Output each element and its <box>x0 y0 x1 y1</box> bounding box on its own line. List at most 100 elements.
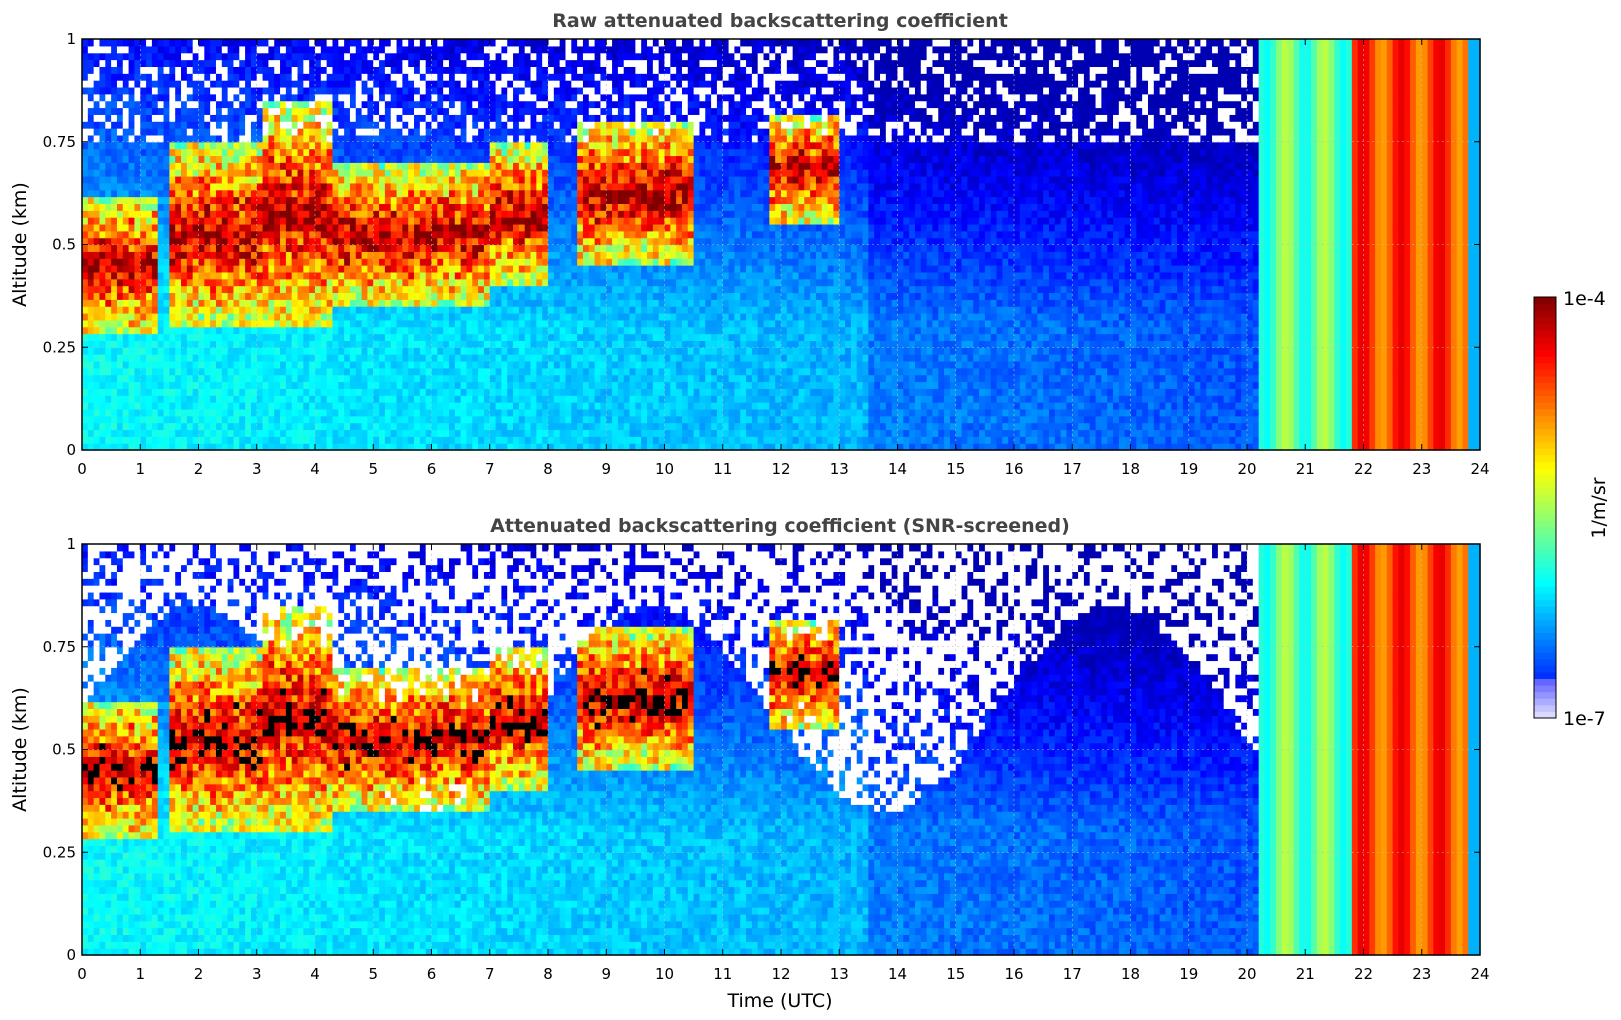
heatmap-cell <box>123 423 129 430</box>
heatmap-cell <box>158 101 164 108</box>
heatmap-cell <box>199 327 205 334</box>
heatmap-cell <box>210 423 216 430</box>
heatmap-cell <box>123 354 129 361</box>
heatmap-cell <box>94 169 100 176</box>
heatmap-cell <box>175 327 181 334</box>
heatmap-cell <box>94 128 100 135</box>
heatmap-cell <box>181 190 187 197</box>
heatmap-cell <box>210 320 216 327</box>
heatmap-cell <box>111 292 117 299</box>
heatmap-cell <box>99 155 105 162</box>
heatmap-cell <box>123 292 129 299</box>
heatmap-cell <box>117 39 123 46</box>
heatmap-cell <box>175 46 181 53</box>
heatmap-cell <box>123 347 129 354</box>
heatmap-cell <box>140 39 146 46</box>
heatmap-cell <box>175 340 181 347</box>
heatmap-cell <box>181 231 187 238</box>
heatmap-cell <box>123 73 129 80</box>
heatmap-cell <box>181 87 187 94</box>
heatmap-cell <box>105 327 111 334</box>
heatmap-cell <box>152 155 158 162</box>
heatmap-cell <box>140 402 146 409</box>
heatmap-cell <box>117 361 123 368</box>
heatmap-cell <box>204 272 210 279</box>
heatmap-cell <box>134 245 140 252</box>
heatmap-cell <box>181 382 187 389</box>
heatmap-cell <box>134 210 140 217</box>
heatmap-cell <box>134 203 140 210</box>
heatmap-cell <box>193 176 199 183</box>
heatmap-cell <box>181 128 187 135</box>
heatmap-cell <box>134 60 140 67</box>
heatmap-cell <box>99 203 105 210</box>
heatmap-cell <box>88 423 94 430</box>
heatmap-cell <box>129 121 135 128</box>
heatmap-cell <box>123 149 129 156</box>
heatmap-cell <box>129 251 135 258</box>
heatmap-cell <box>140 60 146 67</box>
heatmap-cell <box>88 142 94 149</box>
heatmap-cell <box>140 94 146 101</box>
heatmap-cell <box>140 190 146 197</box>
heatmap-cell <box>187 334 193 341</box>
heatmap-cell <box>169 190 175 197</box>
heatmap-cell <box>117 87 123 94</box>
heatmap-cell <box>129 197 135 204</box>
heatmap-cell <box>123 327 129 334</box>
heatmap-cell <box>88 354 94 361</box>
heatmap-cell <box>99 231 105 238</box>
heatmap-cell <box>187 423 193 430</box>
heatmap-cell <box>129 231 135 238</box>
heatmap-cell <box>158 238 164 245</box>
heatmap-cell <box>181 135 187 142</box>
heatmap-cell <box>187 121 193 128</box>
heatmap-cell <box>199 436 205 443</box>
heatmap-cell <box>99 416 105 423</box>
heatmap-cell <box>82 354 88 361</box>
heatmap-cell <box>216 347 222 354</box>
heatmap-cell <box>169 53 175 60</box>
heatmap-cell <box>146 251 152 258</box>
heatmap-cell <box>99 279 105 286</box>
heatmap-cell <box>123 286 129 293</box>
heatmap-cell <box>187 265 193 272</box>
heatmap-cell <box>152 416 158 423</box>
heatmap-cell <box>82 53 88 60</box>
heatmap-cell <box>134 388 140 395</box>
heatmap-cell <box>199 176 205 183</box>
heatmap-cell <box>158 183 164 190</box>
heatmap-cell <box>134 114 140 121</box>
heatmap-cell <box>158 39 164 46</box>
heatmap-cell <box>134 286 140 293</box>
heatmap-cell <box>199 238 205 245</box>
heatmap-cell <box>117 142 123 149</box>
heatmap-cell <box>129 217 135 224</box>
heatmap-cell <box>94 409 100 416</box>
heatmap-cell <box>134 169 140 176</box>
heatmap-cell <box>152 203 158 210</box>
heatmap-cell <box>216 299 222 306</box>
heatmap-cell <box>111 197 117 204</box>
heatmap-cell <box>94 217 100 224</box>
heatmap-cell <box>158 121 164 128</box>
heatmap-cell <box>210 347 216 354</box>
heatmap-cell <box>140 409 146 416</box>
heatmap-cell <box>88 382 94 389</box>
heatmap-cell <box>152 183 158 190</box>
heatmap-cell <box>204 429 210 436</box>
heatmap-cell <box>210 306 216 313</box>
heatmap-cell <box>187 108 193 115</box>
heatmap-cell <box>88 210 94 217</box>
heatmap-cell <box>164 135 170 142</box>
heatmap-cell <box>129 245 135 252</box>
heatmap-cell <box>158 265 164 272</box>
heatmap-cell <box>181 388 187 395</box>
heatmap-cell <box>193 251 199 258</box>
heatmap-cell <box>111 306 117 313</box>
heatmap-cell <box>88 375 94 382</box>
heatmap-cell <box>99 73 105 80</box>
heatmap-cell <box>210 197 216 204</box>
heatmap-cell <box>146 382 152 389</box>
heatmap-cell <box>140 368 146 375</box>
